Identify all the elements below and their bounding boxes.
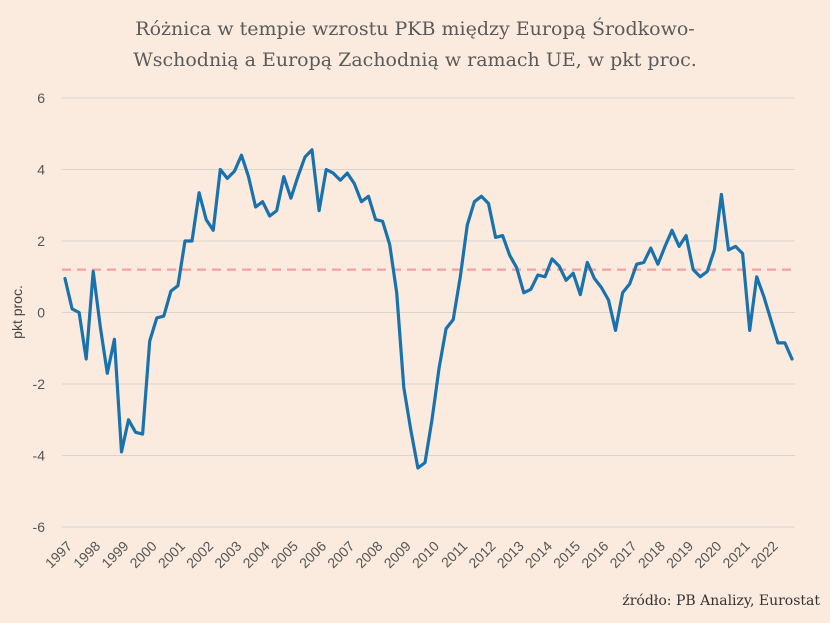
- x-tick-label: 2017: [606, 538, 639, 571]
- x-tick-label: 2018: [635, 538, 668, 571]
- x-tick-label: 2008: [352, 538, 385, 571]
- x-tick-label: 1999: [98, 538, 131, 571]
- x-tick-label: 2004: [239, 538, 272, 571]
- x-tick-label: 1998: [70, 538, 103, 571]
- x-tick-label: 2012: [465, 538, 498, 571]
- y-tick-label: 2: [37, 233, 45, 249]
- x-tick-label: 2003: [211, 538, 244, 571]
- y-tick-label: -4: [33, 448, 46, 464]
- x-axis-ticks: 1997199819992000200120022003200420052006…: [42, 538, 781, 571]
- x-tick-label: 2007: [324, 538, 357, 571]
- chart-title-line-1: Różnica w tempie wzrostu PKB między Euro…: [135, 18, 695, 40]
- x-tick-label: 2006: [296, 538, 329, 571]
- x-tick-label: 2001: [155, 538, 188, 571]
- y-tick-label: 6: [37, 90, 45, 106]
- x-tick-label: 2013: [494, 538, 527, 571]
- y-tick-label: -2: [33, 376, 46, 392]
- x-tick-label: 2009: [381, 538, 414, 571]
- source-note: źródło: PB Analizy, Eurostat: [622, 593, 820, 609]
- y-axis-ticks: 6 4 2 0 -2 -4 -6: [33, 90, 46, 535]
- series-line: [63, 148, 794, 470]
- x-tick-label: 1997: [42, 538, 75, 571]
- x-tick-label: 2021: [719, 538, 752, 571]
- x-tick-label: 2010: [409, 538, 442, 571]
- x-tick-label: 2002: [183, 538, 216, 571]
- y-axis-label: pkt proc.: [9, 285, 25, 339]
- x-tick-label: 2016: [578, 538, 611, 571]
- x-tick-label: 2015: [550, 538, 583, 571]
- chart-title-line-2: Wschodnią a Europą Zachodnią w ramach UE…: [133, 49, 697, 71]
- x-tick-label: 2005: [268, 538, 301, 571]
- x-tick-label: 2019: [663, 538, 696, 571]
- y-tick-label: 0: [37, 305, 45, 321]
- y-tick-label: 4: [37, 162, 45, 178]
- x-tick-label: 2022: [748, 538, 781, 571]
- x-tick-label: 2014: [522, 538, 555, 571]
- y-tick-label: -6: [33, 519, 46, 535]
- x-tick-label: 2011: [438, 538, 471, 571]
- x-tick-label: 2020: [691, 538, 724, 571]
- chart-title: Różnica w tempie wzrostu PKB między Euro…: [0, 14, 830, 76]
- x-tick-label: 2000: [126, 538, 159, 571]
- grid-lines: [62, 97, 795, 528]
